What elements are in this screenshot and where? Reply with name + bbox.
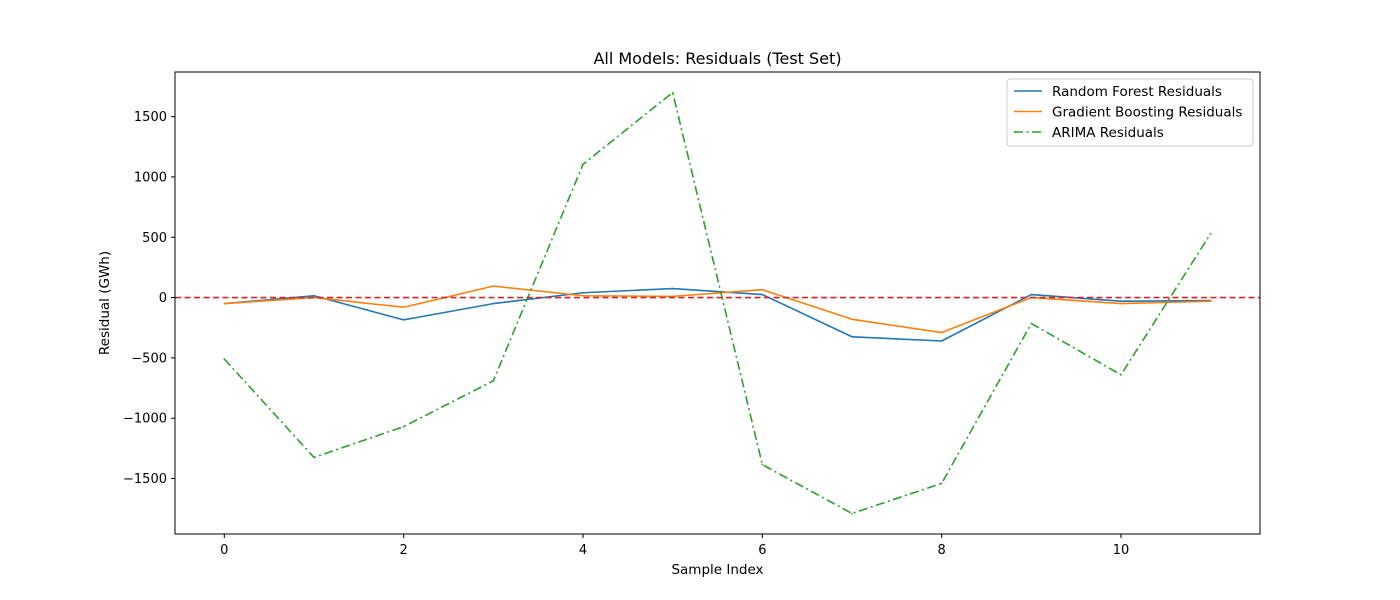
x-tick-label: 0 [220,543,228,558]
series-1-point [1030,293,1033,296]
series-2-point [582,294,584,297]
series-2-point [851,318,853,321]
series-layer [223,91,1212,515]
legend-box [1006,78,1254,147]
x-tick-label: 2 [400,543,408,558]
series-2-point [671,295,674,298]
series-2-point [402,306,405,309]
series-3-point [851,512,853,515]
series-3-point [1120,373,1122,376]
series-3-point [492,380,495,382]
series-1-point [851,335,853,338]
series-3-point [671,91,674,94]
series-line-2 [224,285,1211,334]
x-tick-label: 4 [579,543,587,558]
series-3-point [223,358,226,360]
series-2-point [940,331,943,334]
x-axis-ticks: 0 2 4 6 8 10 [220,534,1129,558]
series-2-point [223,302,226,305]
series-1-point [313,294,315,297]
series-3-point [940,482,943,485]
y-tick-label: 500 [142,231,167,246]
series-1-point [761,293,764,296]
series-3-point [1209,232,1212,235]
series-line-3 [223,91,1212,515]
series-2-point [492,285,495,287]
series-3-point [1030,322,1033,325]
legend: Random Forest Residuals Gradient Boosting… [1006,78,1254,147]
y-tick-label: 1500 [134,110,167,125]
x-tick-label: 10 [1113,543,1130,558]
y-axis-label: Residual (GWh) [97,251,113,355]
axes-frame [174,71,1261,535]
series-2-point [761,288,764,291]
series-1-point [582,291,584,294]
y-tick-label: −1000 [123,412,167,427]
series-3-point [402,425,405,428]
series-2-point [1120,302,1122,305]
legend-label-1: Random Forest Residuals [1052,84,1222,100]
y-tick-label: −500 [131,351,167,366]
series-2-point [1209,300,1212,302]
chart-title: All Models: Residuals (Test Set) [593,49,841,68]
series-1-point [671,287,674,290]
legend-label-3: ARIMA Residuals [1052,125,1164,141]
legend-label-2: Gradient Boosting Residuals [1052,105,1242,121]
series-3-point [582,163,584,166]
series-1-point [1120,300,1122,302]
y-axis-ticks: −1500 −1000 −500 0 500 1000 1500 [123,110,175,487]
y-tick-label: 0 [159,291,167,306]
series-3-point [313,456,315,459]
y-tick-label: 1000 [134,170,167,185]
x-tick-label: 8 [938,543,946,558]
series-line-1 [224,287,1211,342]
series-1-point [940,340,943,342]
y-tick-label: −1500 [123,472,167,487]
series-3-point [761,463,764,466]
x-tick-label: 6 [758,543,766,558]
series-1-point [402,319,405,321]
series-1-point [492,302,495,305]
x-axis-label: Sample Index [671,562,763,578]
